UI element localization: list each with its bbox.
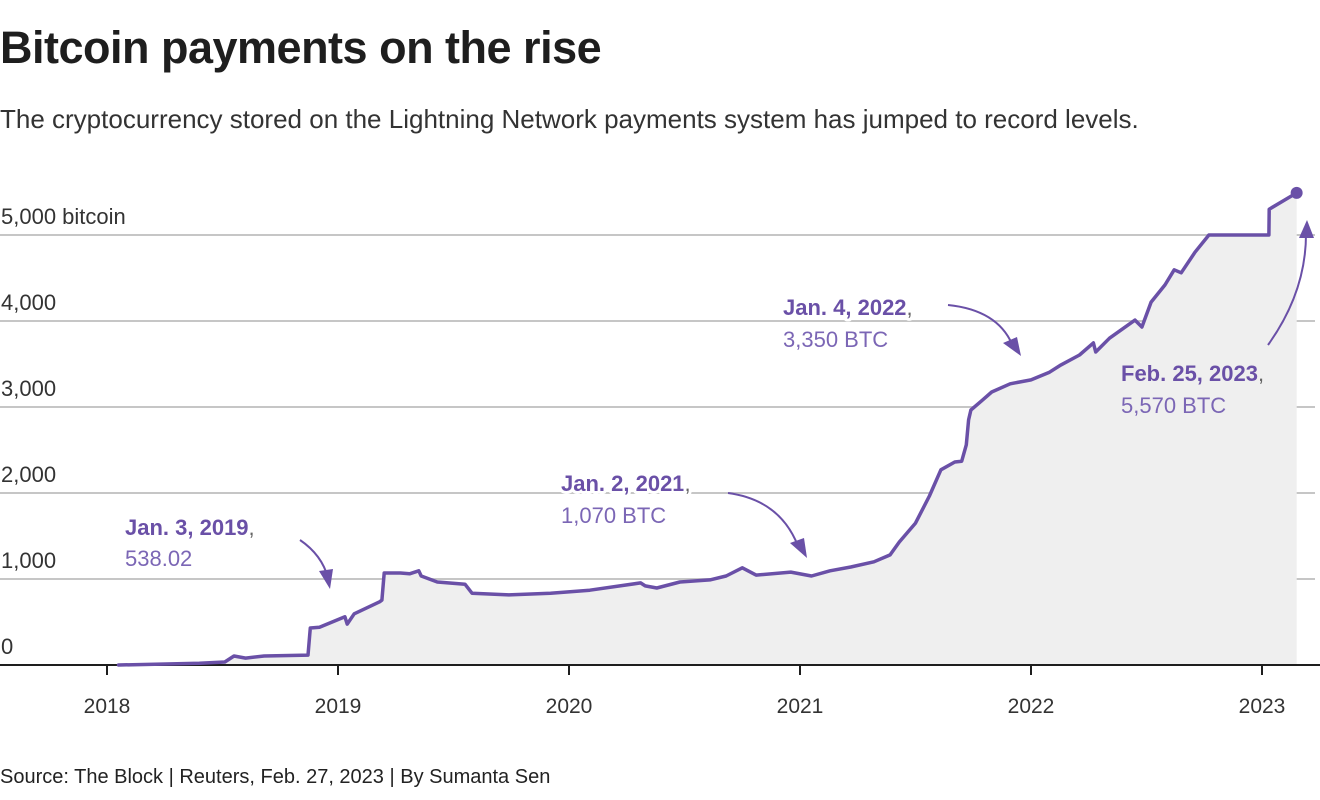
annotation-date: Jan. 2, 2021 <box>561 471 685 496</box>
y-tick-label: 1,000 <box>1 548 56 573</box>
svg-text:Jan. 3, 2019,: Jan. 3, 2019, <box>125 515 255 540</box>
x-tick-label: 2018 <box>84 695 131 718</box>
annotation-comma: , <box>249 515 255 540</box>
y-tick-label: 5,000 bitcoin <box>1 204 126 229</box>
annotation-feb-2023: Feb. 25, 2023, 5,570 BTC <box>1118 358 1267 418</box>
annotation-jan-2019: Jan. 3, 2019, 538.02 <box>122 512 258 574</box>
chart-title: Bitcoin payments on the rise <box>0 22 602 73</box>
y-tick-label: 3,000 <box>1 376 56 401</box>
annotation-comma: , <box>1258 361 1264 386</box>
x-tick-label: 2023 <box>1239 695 1286 718</box>
y-tick-label: 4,000 <box>1 290 56 315</box>
arrowhead-icon <box>319 569 333 589</box>
annotation-jan-2022: Jan. 4, 2022, 3,350 BTC <box>780 292 916 355</box>
arrowhead-icon <box>790 538 807 558</box>
svg-text:Feb. 25, 2023,: Feb. 25, 2023, <box>1121 361 1264 386</box>
x-tick-label: 2021 <box>777 695 824 718</box>
arrow-jan-2021 <box>727 492 799 547</box>
annotation-date: Feb. 25, 2023 <box>1121 361 1258 386</box>
x-axis: 2018 2019 2020 2021 2022 2023 <box>84 665 1286 718</box>
annotation-date: Jan. 3, 2019 <box>125 515 249 540</box>
svg-text:Jan. 4, 2022,: Jan. 4, 2022, <box>783 295 913 320</box>
y-axis-labels: 0 1,000 2,000 3,000 4,000 5,000 bitcoin <box>1 204 126 659</box>
annotation-value: 5,570 BTC <box>1121 393 1226 418</box>
y-tick-label: 0 <box>1 634 13 659</box>
annotation-arrows <box>299 220 1314 589</box>
arrow-feb-2023 <box>1267 233 1307 346</box>
annotation-comma: , <box>685 471 691 496</box>
annotation-comma: , <box>907 295 913 320</box>
annotation-value: 3,350 BTC <box>783 327 888 352</box>
x-tick-label: 2020 <box>546 695 593 718</box>
end-marker <box>1290 186 1303 199</box>
svg-text:Jan. 2, 2021,: Jan. 2, 2021, <box>561 471 691 496</box>
annotation-value: 1,070 BTC <box>561 503 666 528</box>
series-line <box>116 191 1299 667</box>
x-tick-label: 2019 <box>315 695 362 718</box>
arrow-jan-2022 <box>947 304 1013 345</box>
y-tick-label: 2,000 <box>1 462 56 487</box>
annotation-value: 538.02 <box>125 546 192 571</box>
source-credit: Source: The Block | Reuters, Feb. 27, 20… <box>0 766 551 788</box>
annotation-date: Jan. 4, 2022 <box>783 295 907 320</box>
arrowhead-icon <box>1299 220 1314 238</box>
arrowhead-icon <box>1003 337 1021 356</box>
chart-subtitle: The cryptocurrency stored on the Lightni… <box>0 104 1139 134</box>
area-fill <box>118 192 1297 665</box>
x-tick-label: 2022 <box>1008 695 1055 718</box>
annotation-jan-2021: Jan. 2, 2021, 1,070 BTC <box>558 468 694 531</box>
